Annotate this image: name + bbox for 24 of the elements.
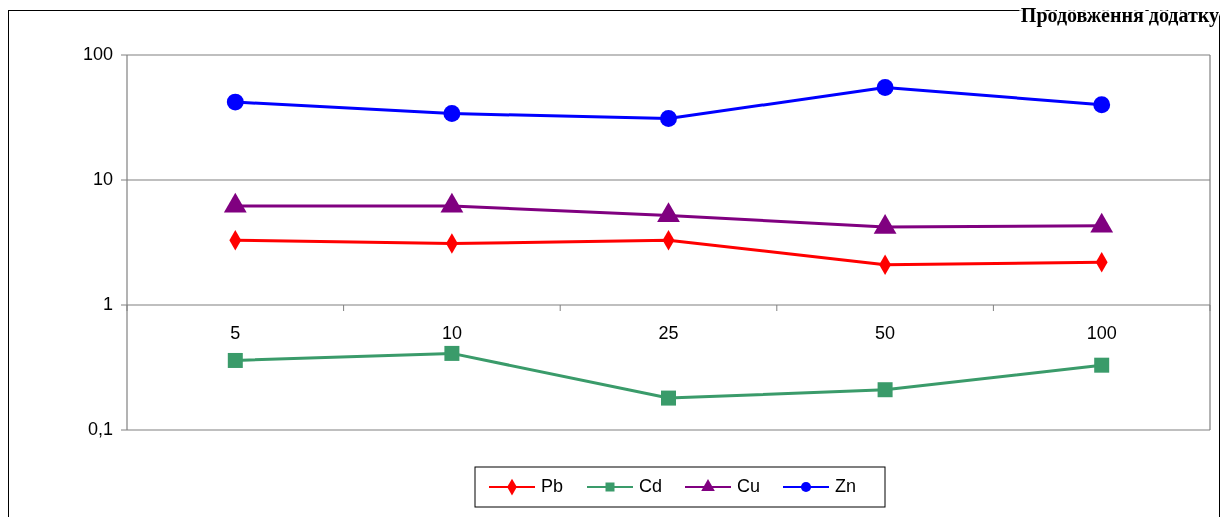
text: Продовження додатку <box>1020 4 1219 28</box>
legend-label: Zn <box>835 475 857 496</box>
point <box>226 93 244 111</box>
x-tick-label: 100 <box>1086 323 1117 343</box>
legend-label: Cd <box>639 475 663 496</box>
point <box>877 382 893 398</box>
y-tick-label: 0,1 <box>87 418 113 439</box>
x-tick-label: 5 <box>230 323 241 343</box>
legend-label: Pb <box>541 475 564 496</box>
point <box>444 345 460 361</box>
y-tick-label: 100 <box>82 43 113 64</box>
point <box>660 110 677 128</box>
point <box>443 105 461 123</box>
x-tick-label: 10 <box>441 323 462 343</box>
x-tick-label: 50 <box>875 323 896 343</box>
legend-label: Cu <box>737 475 761 496</box>
y-tick-label: 10 <box>92 168 113 189</box>
y-tick-label: 1 <box>102 293 113 314</box>
x-tick-label: 25 <box>658 323 679 343</box>
point <box>1093 96 1111 114</box>
point <box>876 79 894 96</box>
point <box>227 352 243 368</box>
point <box>661 390 676 406</box>
point <box>1094 357 1110 373</box>
